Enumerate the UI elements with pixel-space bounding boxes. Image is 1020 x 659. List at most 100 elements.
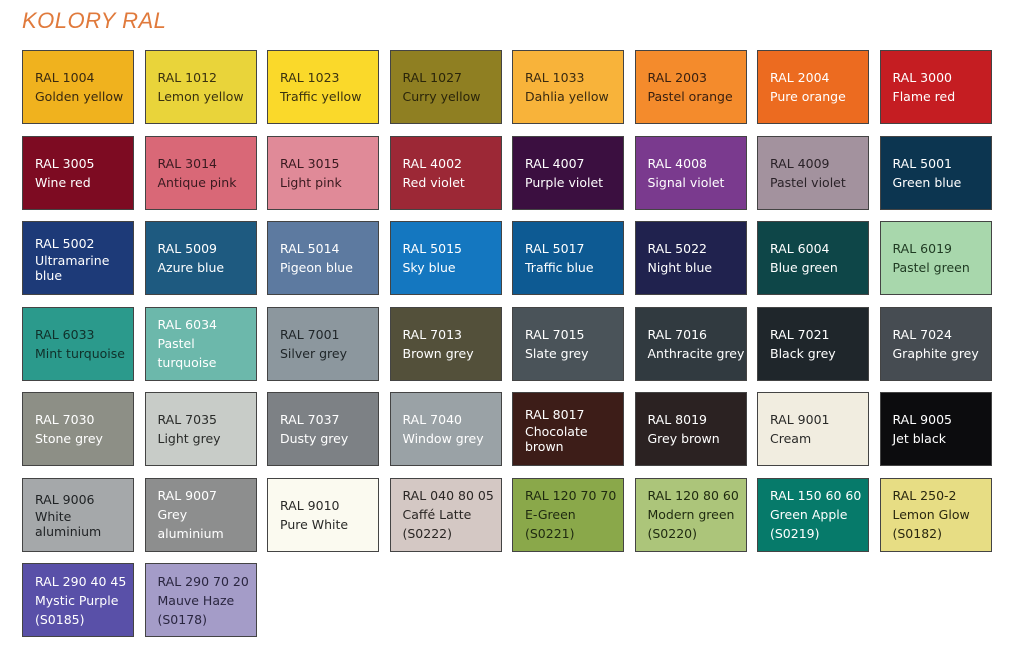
swatch-code: RAL 6034 xyxy=(157,317,217,332)
swatch-code: RAL 4007 xyxy=(525,155,585,171)
swatch-label: Cream xyxy=(770,431,812,446)
color-swatch: RAL 5001 Green blue xyxy=(879,135,992,210)
color-swatch: RAL 1012 Lemon yellow xyxy=(144,50,257,124)
color-swatch: RAL 5009 Azure blue xyxy=(144,221,257,295)
swatch-label: Azure blue xyxy=(157,260,225,275)
color-swatch: RAL 6034 Pastel turquoise xyxy=(144,306,257,381)
color-swatch: RAL 5022 Night blue xyxy=(634,221,747,295)
color-swatch: RAL 3014 Antique pink xyxy=(144,135,257,210)
swatch-label: Pastel green xyxy=(892,260,970,275)
swatch-code: RAL 5015 xyxy=(402,241,462,256)
color-swatch: RAL 290 40 45 Mystic Purple (S0185) xyxy=(22,563,134,637)
swatch-label: Black grey xyxy=(770,345,836,361)
swatch-code: RAL 7013 xyxy=(402,326,462,342)
color-swatch: RAL 7015 Slate grey xyxy=(512,306,624,381)
swatch-label: Night blue xyxy=(647,260,713,275)
swatch-code: RAL 7035 xyxy=(157,412,217,427)
swatch-code: RAL 5002 xyxy=(35,235,95,251)
color-swatch: RAL 040 80 05 Caffé Latte (S0222) xyxy=(389,477,502,552)
swatch-code: RAL 6004 xyxy=(770,241,830,256)
color-swatch: RAL 4009 Pastel violet xyxy=(757,135,869,210)
swatch-label: Traffic blue xyxy=(525,260,594,275)
swatch-label: Dusty grey xyxy=(280,431,349,446)
color-swatch: RAL 1004 Golden yellow xyxy=(22,50,134,124)
swatch-code: RAL 5009 xyxy=(157,241,217,256)
swatch-label: (S0221) xyxy=(525,526,575,541)
swatch-label: Slate grey xyxy=(525,345,589,361)
color-swatch: RAL 5015 Sky blue xyxy=(389,221,502,295)
color-swatch: RAL 120 70 70 E-Green (S0221) xyxy=(512,477,624,552)
swatch-label: Antique pink xyxy=(157,174,237,190)
color-swatch: RAL 6019 Pastel green xyxy=(879,221,992,295)
swatch-code: RAL 5022 xyxy=(647,241,707,256)
swatch-label: Lemon yellow xyxy=(157,89,244,104)
color-swatch: RAL 7037 Dusty grey xyxy=(267,392,379,466)
swatch-label: (S0182) xyxy=(892,526,943,541)
color-swatch: RAL 4008 Signal violet xyxy=(634,135,747,210)
swatch-label: Pastel turquoise xyxy=(157,336,217,370)
swatch-code: RAL 9007 xyxy=(157,488,217,503)
color-swatch: RAL 3015 Light pink xyxy=(267,135,379,210)
swatch-code: RAL 1027 xyxy=(402,70,462,85)
swatch-label: Chocolate xyxy=(525,423,588,439)
swatch-code: RAL 6019 xyxy=(892,241,952,256)
swatch-label: E-Green xyxy=(525,507,576,522)
swatch-code: RAL 8019 xyxy=(647,412,707,427)
swatch-label: Golden yellow xyxy=(35,89,124,104)
swatch-code: RAL 8017 xyxy=(525,406,585,422)
color-swatch: RAL 3000 Flame red xyxy=(879,50,992,124)
color-swatch: RAL 7016 Anthracite grey xyxy=(634,306,747,381)
color-swatch: RAL 7021 Black grey xyxy=(757,306,869,381)
swatch-label: Dahlia yellow xyxy=(525,89,609,104)
swatch-label: Jet black xyxy=(892,431,946,446)
swatch-label: (S0178) xyxy=(157,611,208,627)
color-swatch: RAL 7035 Light grey xyxy=(144,392,257,466)
color-swatch: RAL 2003 Pastel orange xyxy=(634,50,747,124)
swatch-label: Mauve Haze xyxy=(157,592,235,608)
swatch-label: (S0222) xyxy=(402,526,453,541)
swatch-code: RAL 7040 xyxy=(402,412,462,427)
swatch-code: RAL 2003 xyxy=(647,70,707,85)
swatch-code: RAL 9001 xyxy=(770,412,830,427)
swatch-label: Sky blue xyxy=(402,260,456,275)
swatch-code: RAL 3014 xyxy=(157,155,217,171)
swatch-code: RAL 5017 xyxy=(525,241,585,256)
swatch-code: RAL 9005 xyxy=(892,412,952,427)
swatch-code: RAL 150 60 60 xyxy=(770,488,862,503)
swatch-label: Traffic yellow xyxy=(280,89,362,104)
swatch-label: Green Apple xyxy=(770,507,848,522)
color-swatch: RAL 3005 Wine red xyxy=(22,135,134,210)
swatch-label: Red violet xyxy=(402,174,465,190)
color-swatch: RAL 7001 Silver grey xyxy=(267,306,379,381)
color-swatch: RAL 4007 Purple violet xyxy=(512,135,624,210)
swatch-code: RAL 1023 xyxy=(280,70,340,85)
color-swatch: RAL 7024 Graphite grey xyxy=(879,306,992,381)
swatch-label: Anthracite grey xyxy=(647,345,745,361)
swatch-label: Flame red xyxy=(892,89,956,104)
swatch-label: Grey aluminium xyxy=(157,507,224,541)
swatch-label: White xyxy=(35,509,72,524)
swatch-label: aluminium xyxy=(35,524,102,539)
swatch-code: RAL 7030 xyxy=(35,412,95,427)
swatch-label: Signal violet xyxy=(647,174,725,190)
color-swatch: RAL 9006 White aluminium xyxy=(22,477,134,552)
swatch-label: Pigeon blue xyxy=(280,260,353,275)
swatch-code: RAL 4009 xyxy=(770,155,830,171)
color-swatch: RAL 8019 Grey brown xyxy=(634,392,747,466)
color-swatch: RAL 1027 Curry yellow xyxy=(389,50,502,124)
swatch-code: RAL 4008 xyxy=(647,155,707,171)
swatch-label: Grey brown xyxy=(647,431,720,446)
swatch-code: RAL 5014 xyxy=(280,241,340,256)
swatch-code: RAL 3005 xyxy=(35,155,95,171)
swatch-code: RAL 7037 xyxy=(280,412,340,427)
swatch-label: Curry yellow xyxy=(402,89,481,104)
swatch-code: RAL 3015 xyxy=(280,155,340,171)
swatch-label: Green blue xyxy=(892,174,962,190)
swatch-code: RAL 290 70 20 xyxy=(157,573,249,589)
color-swatch: RAL 1023 Traffic yellow xyxy=(267,50,379,124)
color-swatch: RAL 9010 Pure White xyxy=(267,477,379,552)
swatch-label: Pure orange xyxy=(770,89,846,104)
swatch-code: RAL 9010 xyxy=(280,497,340,513)
color-swatch: RAL 9005 Jet black xyxy=(879,392,992,466)
color-swatch: RAL 7013 Brown grey xyxy=(389,306,502,381)
